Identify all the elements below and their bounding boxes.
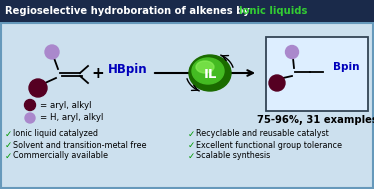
Circle shape <box>285 46 298 59</box>
Text: ✓: ✓ <box>188 152 195 160</box>
Text: Bpin: Bpin <box>333 62 359 72</box>
FancyBboxPatch shape <box>1 23 373 188</box>
Text: Scalable synthesis: Scalable synthesis <box>196 152 270 160</box>
Text: Ionic liquids: Ionic liquids <box>239 6 307 16</box>
Text: = H, aryl, alkyl: = H, aryl, alkyl <box>40 114 103 122</box>
Text: +: + <box>92 66 104 81</box>
Text: ✓: ✓ <box>5 129 12 139</box>
Circle shape <box>29 79 47 97</box>
Text: HBpin: HBpin <box>108 64 148 77</box>
Circle shape <box>25 113 35 123</box>
Bar <box>0 0 374 22</box>
Text: ✓: ✓ <box>5 140 12 149</box>
Circle shape <box>45 45 59 59</box>
Text: Excellent functional group tolerance: Excellent functional group tolerance <box>196 140 342 149</box>
Text: Recyclable and reusable catalyst: Recyclable and reusable catalyst <box>196 129 329 139</box>
Circle shape <box>269 75 285 91</box>
Text: 75-96%, 31 examples: 75-96%, 31 examples <box>257 115 374 125</box>
Text: ✓: ✓ <box>188 129 195 139</box>
Text: Ionic liquid catalyzed: Ionic liquid catalyzed <box>13 129 98 139</box>
Text: Regioselective hydroboration of alkenes by: Regioselective hydroboration of alkenes … <box>5 6 253 16</box>
Text: = aryl, alkyl: = aryl, alkyl <box>40 101 92 109</box>
Text: IL: IL <box>203 67 217 81</box>
Circle shape <box>25 99 36 111</box>
Text: Solvent and transition-metal free: Solvent and transition-metal free <box>13 140 147 149</box>
Ellipse shape <box>189 55 231 91</box>
Ellipse shape <box>196 61 214 73</box>
FancyBboxPatch shape <box>266 37 368 111</box>
Ellipse shape <box>192 58 224 84</box>
Text: ✓: ✓ <box>188 140 195 149</box>
Text: Commercially available: Commercially available <box>13 152 108 160</box>
Text: ✓: ✓ <box>5 152 12 160</box>
